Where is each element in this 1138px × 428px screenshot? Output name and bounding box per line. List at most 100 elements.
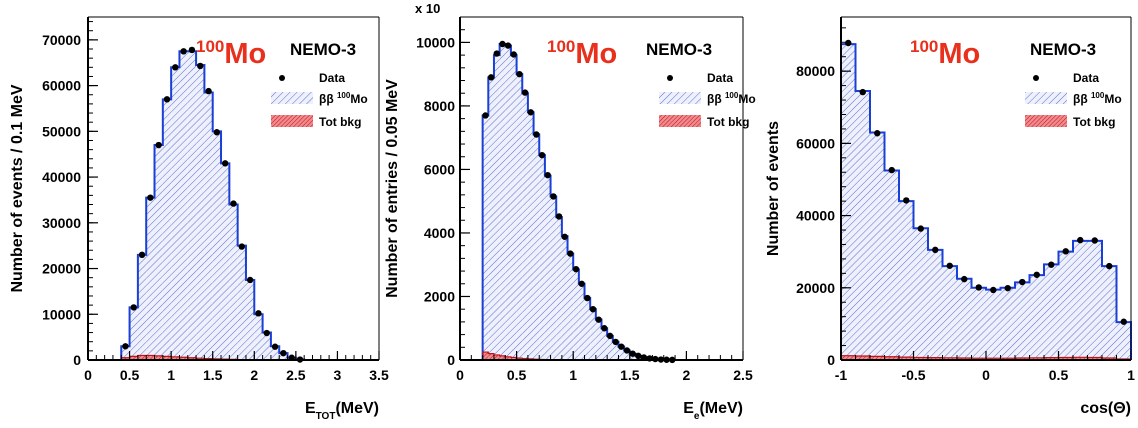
y-tick-label: 2000	[424, 288, 455, 304]
data-point	[1092, 237, 1098, 243]
legend-data-label: Data	[707, 71, 733, 85]
data-point	[164, 96, 170, 102]
data-point	[197, 63, 203, 69]
data-point	[1063, 248, 1069, 254]
legend-data-marker	[1033, 75, 1039, 81]
isotope-mass: 100	[910, 37, 938, 56]
signal-bar	[229, 205, 237, 360]
signal-bar	[511, 55, 517, 357]
signal-bar	[1030, 275, 1045, 358]
data-point	[189, 47, 195, 53]
legend-signal-prefix: ββ	[319, 92, 337, 106]
legend-signal-label: ββ 100Mo	[707, 91, 756, 106]
x-tick-label: 1.5	[203, 367, 223, 383]
data-point	[1005, 285, 1011, 291]
legend-data-marker	[667, 75, 673, 81]
x-tick-label: 0	[84, 367, 92, 383]
data-point	[567, 250, 573, 256]
data-point	[239, 243, 245, 249]
signal-bar	[213, 131, 221, 359]
data-point	[505, 42, 511, 48]
data-point	[122, 343, 128, 349]
y-tick-label: 4000	[424, 225, 455, 241]
data-point	[488, 74, 494, 80]
signal-bar	[551, 196, 557, 359]
signal-bar	[138, 255, 146, 356]
x-axis-label: ETOT(MeV)	[305, 400, 379, 422]
data-point	[280, 350, 286, 356]
signal-bar	[188, 51, 196, 357]
data-point	[578, 281, 584, 287]
data-point	[601, 325, 607, 331]
legend-bkg-swatch	[271, 115, 313, 127]
data-point	[1048, 261, 1054, 267]
x-tick-label: 2	[683, 367, 691, 383]
data-point	[499, 41, 505, 47]
y-tick-label: 60000	[796, 135, 835, 151]
legend-bkg-label: Tot bkg	[707, 115, 749, 129]
data-point	[635, 353, 641, 359]
data-point	[874, 130, 880, 136]
legend-data-marker	[279, 75, 285, 81]
signal-bar	[163, 99, 171, 356]
data-point	[618, 343, 624, 349]
data-point	[247, 277, 253, 283]
signal-bar	[254, 314, 262, 360]
signal-bar	[856, 91, 871, 356]
legend-signal-mass: 100	[1091, 91, 1105, 100]
isotope-label: 100Mo	[547, 37, 617, 70]
y-axis-label: Number of events / 0.1 MeV	[9, 84, 26, 292]
data-point	[139, 252, 145, 258]
legend-signal-element: Mo	[1104, 92, 1121, 106]
y-tick-label: 60000	[42, 78, 81, 94]
y-tick-label: 8000	[424, 98, 455, 114]
data-point	[932, 247, 938, 253]
signal-bar	[1015, 282, 1030, 358]
signal-bar	[196, 65, 204, 358]
signal-bar	[914, 228, 929, 357]
signal-bar	[928, 250, 943, 358]
data-point	[180, 48, 186, 54]
signal-bar	[146, 198, 154, 356]
signal-bar	[1088, 241, 1103, 358]
signal-bar	[130, 307, 138, 356]
signal-bar	[155, 145, 163, 356]
data-point	[272, 344, 278, 350]
legend: Data ββ 100Mo Tot bkg	[659, 71, 756, 129]
signal-bar	[1001, 288, 1016, 358]
experiment-label: NEMO-3	[646, 40, 712, 59]
data-point	[528, 109, 534, 115]
data-point	[1121, 319, 1127, 325]
y-tick-label: 80000	[796, 63, 835, 79]
legend-bkg-label: Tot bkg	[1073, 115, 1115, 129]
legend-signal-prefix: ββ	[707, 92, 725, 106]
signal-bar	[204, 92, 212, 358]
y-tick-label: 0	[827, 352, 835, 368]
y-axis-label: Number of events	[765, 121, 782, 256]
data-point	[584, 295, 590, 301]
legend-bkg-swatch	[1025, 115, 1067, 127]
legend-signal-swatch	[659, 92, 701, 104]
isotope-label: 100Mo	[910, 37, 980, 70]
data-point	[131, 304, 137, 310]
x-tick-label: 2.5	[733, 367, 753, 383]
data-point	[947, 263, 953, 269]
signal-bar	[500, 44, 506, 356]
x-tick-label: 1	[167, 367, 175, 383]
y-tick-label: 0	[73, 352, 81, 368]
y-tick-label: 30000	[42, 215, 81, 231]
legend-signal-swatch	[271, 92, 313, 104]
signal-bar	[505, 46, 511, 357]
x-tick-label: 2.5	[286, 367, 306, 383]
data-point	[903, 197, 909, 203]
data-point	[550, 193, 556, 199]
data-point	[612, 339, 618, 345]
x-tick-label: 0.5	[120, 367, 140, 383]
y-tick-label: 0	[447, 352, 455, 368]
y-tick-label: 20000	[796, 280, 835, 296]
